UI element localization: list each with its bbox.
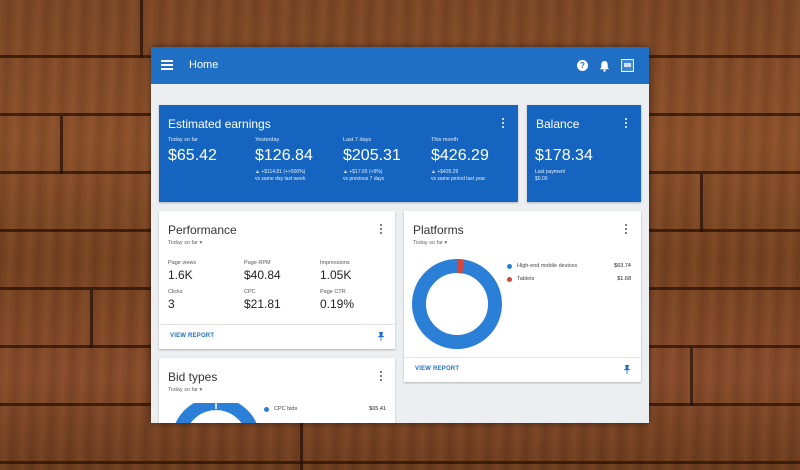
- balance-title: Balance: [536, 117, 580, 131]
- stat-value: 1.05K: [320, 268, 352, 282]
- metric-label: This month: [431, 137, 459, 143]
- metric-change: ▲ +$114.81 (+>500%): [255, 169, 306, 175]
- metric-label: Yesterday: [255, 137, 280, 143]
- stat-value: $40.84: [244, 268, 281, 282]
- metric-value: $126.84: [255, 147, 313, 164]
- divider: [404, 357, 641, 358]
- help-icon[interactable]: ?: [577, 60, 588, 71]
- more-vert-icon[interactable]: [380, 224, 383, 235]
- bid-types-card: Bid types Today so far ▾ CPC bids $65.41: [159, 358, 395, 423]
- date-range-label: Today so far: [168, 240, 198, 246]
- performance-card: Performance Today so far ▾ Page views 1.…: [159, 211, 395, 349]
- stat-label: Page CTR: [320, 289, 346, 295]
- platforms-title: Platforms: [413, 223, 464, 237]
- platforms-card: Platforms Today so far ▾ High-end mobile…: [404, 211, 641, 382]
- balance-value: $178.34: [535, 147, 593, 164]
- menu-icon[interactable]: [161, 60, 173, 70]
- estimated-earnings-card: Estimated earnings Today so far $65.42 Y…: [159, 105, 518, 202]
- legend-value: $65.41: [369, 406, 386, 412]
- bid-types-title: Bid types: [168, 370, 218, 384]
- metric-value: $205.31: [343, 147, 401, 164]
- last-payment-value: $0.00: [535, 176, 548, 182]
- metric-comparison: vs same day last week: [255, 176, 306, 182]
- stat-value: $21.81: [244, 297, 281, 311]
- stat-label: Impressions: [320, 260, 350, 266]
- bell-icon[interactable]: [599, 60, 610, 72]
- more-vert-icon[interactable]: [502, 118, 505, 129]
- estimated-earnings-title: Estimated earnings: [168, 117, 271, 131]
- legend-dot-tablets: [507, 277, 512, 282]
- dropdown-arrow-icon: ▾: [444, 240, 448, 246]
- metric-comparison: vs same period last year: [431, 176, 486, 182]
- date-range-select[interactable]: Today so far ▾: [168, 240, 202, 246]
- page-title: Home: [189, 59, 219, 71]
- metric-value: $65.42: [168, 147, 217, 164]
- stat-value: 0.19%: [320, 297, 355, 311]
- stat-label: Clicks: [168, 289, 183, 295]
- metric-change: ▲ +$426.29: [431, 169, 459, 175]
- legend-label: CPC bids: [274, 406, 298, 412]
- donut-segment-mobile[interactable]: [412, 259, 502, 349]
- date-range-label: Today so far: [168, 387, 198, 393]
- legend-label: Tablets: [517, 276, 535, 282]
- date-range-select[interactable]: Today so far ▾: [413, 240, 447, 246]
- performance-title: Performance: [168, 223, 237, 237]
- metric-label: Last 7 days: [343, 137, 372, 143]
- last-payment-label: Last payment: [535, 169, 566, 175]
- date-range-label: Today so far: [413, 240, 443, 246]
- donut-segment-tablets[interactable]: [456, 258, 465, 274]
- avatar[interactable]: [621, 59, 634, 72]
- pin-icon[interactable]: [378, 332, 384, 341]
- date-range-select[interactable]: Today so far ▾: [168, 387, 202, 393]
- view-report-link[interactable]: VIEW REPORT: [415, 366, 460, 372]
- metric-change: ▲ +$17.65 (+9%): [343, 169, 383, 175]
- view-report-link[interactable]: VIEW REPORT: [170, 333, 215, 339]
- more-vert-icon[interactable]: [380, 371, 383, 382]
- legend-dot-mobile: [507, 264, 512, 269]
- app-bar: Home ?: [151, 47, 649, 84]
- platforms-donut-chart: [412, 258, 502, 349]
- stat-value: 1.6K: [168, 268, 193, 282]
- bid-types-donut-chart: [175, 403, 257, 423]
- metric-comparison: vs previous 7 days: [343, 176, 385, 182]
- stat-label: Page RPM: [244, 260, 271, 266]
- metric-value: $426.29: [431, 147, 489, 164]
- stat-label: Page views: [168, 260, 197, 266]
- dropdown-arrow-icon: ▾: [199, 240, 203, 246]
- pin-icon[interactable]: [624, 365, 630, 374]
- balance-card: Balance $178.34 Last payment $0.00: [527, 105, 641, 202]
- dashboard-screen: Home ? Estimated earnings Today so far $…: [151, 47, 649, 423]
- divider: [159, 324, 395, 325]
- legend-value: $63.74: [614, 263, 631, 269]
- metric-label: Today so far: [168, 137, 198, 143]
- dropdown-arrow-icon: ▾: [199, 387, 203, 393]
- legend-value: $1.68: [617, 276, 631, 282]
- more-vert-icon[interactable]: [625, 224, 628, 235]
- stat-label: CPC: [244, 289, 256, 295]
- more-vert-icon[interactable]: [625, 118, 628, 129]
- stat-value: 3: [168, 297, 175, 311]
- legend-label: High-end mobile devices: [517, 263, 578, 269]
- legend-dot-cpc: [264, 407, 269, 412]
